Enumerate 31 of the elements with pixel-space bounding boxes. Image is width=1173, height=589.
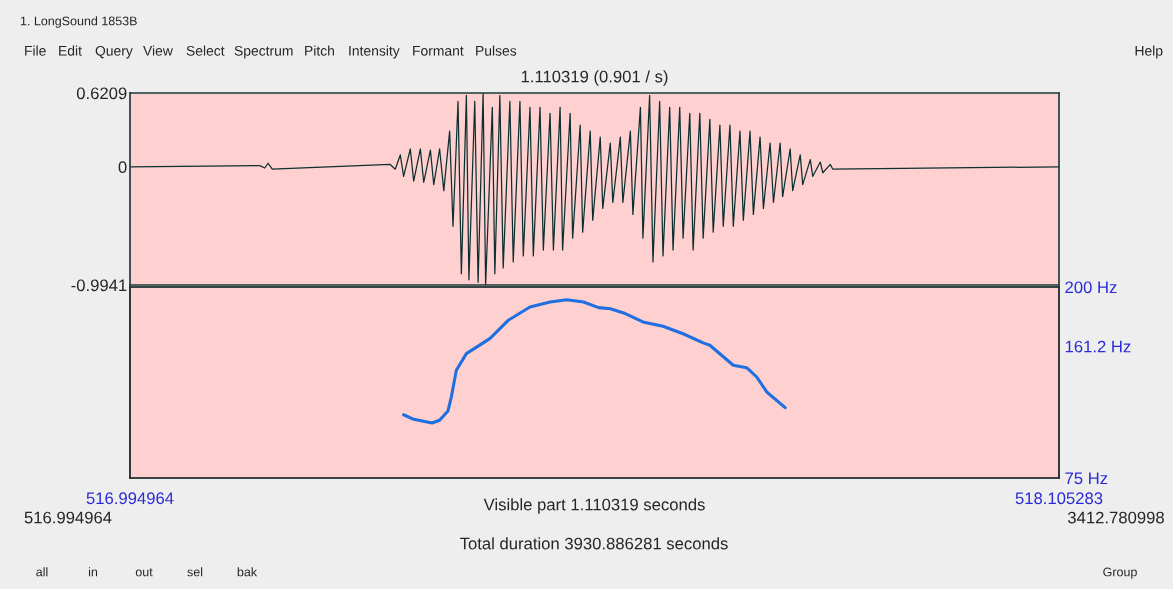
text: in: [88, 567, 98, 577]
y-tick-label: 0.6209: [76, 87, 127, 100]
text: View: [143, 45, 173, 56]
text: out: [135, 568, 153, 577]
text: Pitch: [305, 45, 334, 56]
line-series: [402, 298, 787, 425]
text: 516.994964: [24, 511, 112, 524]
text: Edit: [59, 45, 82, 56]
y2-tick-label: 200 Hz: [1065, 281, 1117, 294]
text: File: [25, 45, 46, 56]
text: bak: [237, 567, 258, 577]
y-tick-label: -0.9941: [71, 279, 127, 292]
text: Formant: [413, 46, 464, 56]
chart-title: 1.110319 (0.901 / s): [521, 70, 668, 86]
text: sel: [187, 567, 203, 577]
text: Total duration 3930.886281 seconds: [460, 537, 728, 550]
text: Intensity: [349, 45, 400, 59]
text: all: [36, 567, 48, 577]
y2-tick-label: 75 Hz: [1065, 472, 1108, 485]
x-axis-title: Visible part 1.110319 seconds: [483, 498, 705, 514]
text: 1. LongSound 1853B: [20, 16, 137, 28]
text: Query: [95, 45, 133, 59]
x-tick-label: 518.105283: [1015, 492, 1103, 505]
text: Select: [186, 45, 225, 56]
text: Group: [1103, 567, 1137, 579]
text: Pulses: [476, 45, 517, 56]
y-tick-label: 0: [118, 161, 127, 174]
text: Help: [1135, 45, 1163, 59]
text: 3412.780998: [1067, 511, 1164, 524]
text: Spectrum: [234, 45, 293, 59]
y2-tick-label: 161.2 Hz: [1065, 340, 1131, 353]
